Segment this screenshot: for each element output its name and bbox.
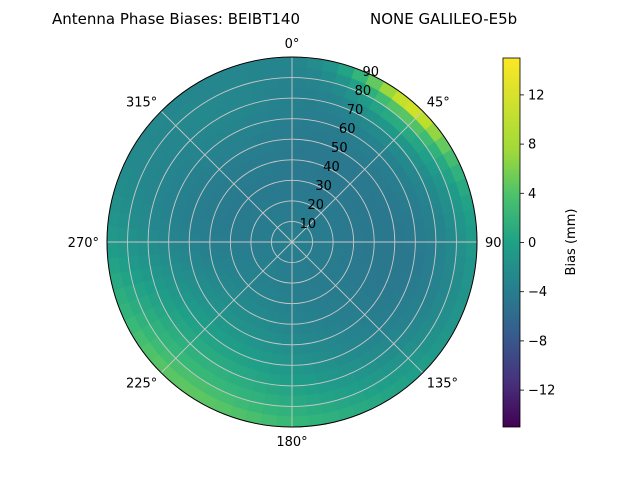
radial-tick-label: 60 bbox=[339, 122, 356, 137]
heatmap-cell bbox=[290, 344, 303, 356]
angular-gridline bbox=[160, 241, 293, 374]
heatmap-cell bbox=[168, 240, 180, 254]
colorbar-gradient bbox=[502, 57, 521, 428]
heatmap-cell bbox=[281, 128, 294, 140]
heatmap-cell bbox=[158, 240, 170, 255]
heatmap-cell bbox=[289, 395, 307, 407]
angular-gridline bbox=[160, 110, 293, 243]
angle-tick-label: 45° bbox=[427, 95, 450, 110]
heatmap-cell bbox=[278, 87, 294, 100]
polar-frame bbox=[106, 56, 478, 428]
angle-tick-label: 180° bbox=[276, 435, 307, 450]
colorbar: 12 8 4 0 −4 −8 −12 Bias (mm) bbox=[502, 57, 579, 428]
heatmap-cell bbox=[279, 108, 294, 120]
angular-gridline bbox=[291, 241, 424, 374]
angle-tick-label: 270° bbox=[68, 236, 99, 251]
heatmap-cell bbox=[465, 225, 477, 245]
polar-grid bbox=[106, 56, 478, 428]
heatmap-cell bbox=[434, 228, 447, 244]
heatmap-cell bbox=[178, 240, 190, 253]
bias-heatmap bbox=[107, 57, 477, 427]
radial-tick-label: 20 bbox=[307, 198, 324, 213]
heatmap-cell bbox=[275, 57, 295, 69]
radial-tick-label: 30 bbox=[315, 179, 332, 194]
radial-tick-label: 70 bbox=[347, 103, 364, 118]
angular-gridline bbox=[291, 110, 424, 243]
heatmap-cell bbox=[289, 415, 309, 427]
radial-tick-label: 50 bbox=[331, 141, 348, 156]
colorbar-label: Bias (mm) bbox=[564, 209, 579, 276]
heatmap-cell bbox=[290, 384, 306, 397]
heatmap-cell bbox=[276, 66, 295, 79]
heatmap-cell bbox=[279, 97, 294, 110]
colorbar-tick-label: 8 bbox=[528, 138, 536, 153]
angle-tick-label: 225° bbox=[126, 377, 157, 392]
heatmap-cell bbox=[116, 239, 129, 258]
heatmap-cell bbox=[455, 226, 468, 245]
radial-tick-label: 10 bbox=[300, 217, 317, 232]
heatmap-cell bbox=[289, 405, 308, 418]
angle-tick-label: 90 bbox=[485, 236, 502, 251]
radial-tick-label: 40 bbox=[323, 160, 340, 175]
heatmap-cell bbox=[414, 229, 426, 244]
colorbar-ticks: 12 8 4 0 −4 −8 −12 bbox=[520, 88, 555, 399]
colorbar-tick-label: −12 bbox=[528, 384, 555, 399]
angle-tick-label: 135° bbox=[427, 377, 458, 392]
chart-title-right: NONE GALILEO-E5b bbox=[370, 10, 518, 28]
heatmap-cell bbox=[394, 231, 406, 244]
angle-tick-label: 315° bbox=[126, 95, 157, 110]
heatmap-cell bbox=[445, 227, 457, 245]
heatmap-cell bbox=[147, 240, 160, 255]
heatmap-cell bbox=[404, 230, 416, 244]
heatmap-cell bbox=[290, 374, 305, 387]
heatmap-cell bbox=[127, 239, 139, 257]
polar-tick-labels: 0° 45° 90 135° 180° 225° 270° 315° 10 20 30 40 50 60 7… bbox=[68, 37, 502, 450]
colorbar-tick-label: 0 bbox=[528, 236, 536, 251]
angle-tick-label: 0° bbox=[285, 37, 300, 52]
heatmap-cell bbox=[424, 229, 437, 244]
heatmap-cell bbox=[290, 354, 304, 366]
colorbar-tick-label: 4 bbox=[528, 187, 536, 202]
heatmap-cell bbox=[107, 239, 119, 259]
heatmap-cell bbox=[290, 364, 305, 376]
chart-title-left: Antenna Phase Biases: BEIBT140 bbox=[52, 10, 301, 28]
colorbar-tick-label: −8 bbox=[528, 334, 547, 349]
heatmap-cell bbox=[277, 77, 295, 89]
heatmap-cell bbox=[280, 118, 294, 130]
radial-tick-label: 90 bbox=[363, 65, 380, 80]
colorbar-tick-label: −4 bbox=[528, 285, 547, 300]
heatmap-cell bbox=[137, 240, 150, 256]
colorbar-tick-label: 12 bbox=[528, 88, 545, 103]
radial-tick-label: 80 bbox=[355, 84, 372, 99]
